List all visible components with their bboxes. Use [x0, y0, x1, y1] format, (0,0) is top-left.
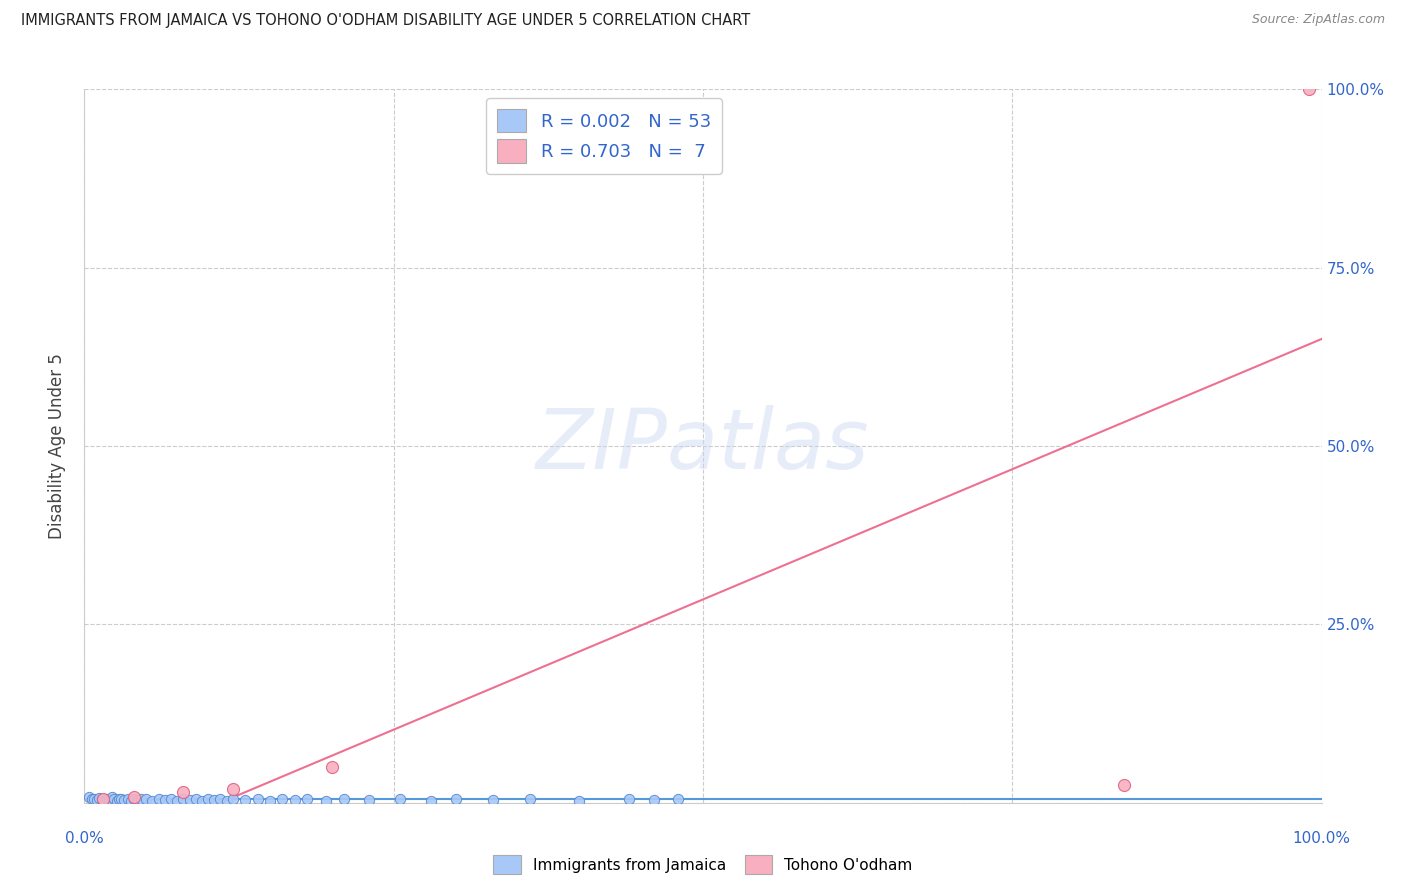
Point — [643, 793, 665, 807]
Point — [105, 794, 128, 808]
Point — [666, 791, 689, 805]
Point — [209, 791, 232, 805]
Point — [80, 792, 103, 806]
Point — [122, 792, 145, 806]
Point — [96, 791, 118, 805]
Point — [122, 790, 145, 805]
Point — [129, 791, 152, 805]
Point — [91, 792, 114, 806]
Text: ZIPatlas: ZIPatlas — [536, 406, 870, 486]
Point — [419, 794, 441, 808]
Point — [315, 794, 337, 808]
Point — [246, 791, 269, 805]
Point — [110, 792, 132, 806]
Point — [215, 794, 238, 808]
Point — [321, 760, 343, 774]
Point — [233, 793, 256, 807]
Text: 100.0%: 100.0% — [1292, 831, 1351, 847]
Point — [259, 794, 281, 808]
Legend: Immigrants from Jamaica, Tohono O'odham: Immigrants from Jamaica, Tohono O'odham — [488, 849, 918, 880]
Point — [100, 790, 122, 805]
Point — [284, 793, 307, 807]
Point — [89, 790, 111, 805]
Point — [127, 793, 149, 807]
Point — [357, 793, 380, 807]
Point — [388, 791, 411, 805]
Point — [202, 793, 225, 807]
Point — [172, 792, 194, 806]
Point — [222, 781, 245, 796]
Point — [295, 791, 318, 805]
Point — [271, 792, 294, 806]
Point — [444, 792, 467, 806]
Point — [191, 794, 214, 808]
Legend: R = 0.002   N = 53, R = 0.703   N =  7: R = 0.002 N = 53, R = 0.703 N = 7 — [486, 98, 721, 174]
Point — [117, 791, 139, 805]
Point — [172, 785, 194, 799]
Point — [79, 790, 101, 805]
Point — [222, 792, 245, 806]
Y-axis label: Disability Age Under 5: Disability Age Under 5 — [48, 353, 66, 539]
Point — [83, 791, 105, 805]
Text: Source: ZipAtlas.com: Source: ZipAtlas.com — [1251, 13, 1385, 27]
Point — [197, 792, 219, 806]
Point — [103, 792, 125, 806]
Point — [153, 793, 176, 807]
Point — [135, 792, 157, 806]
Text: 0.0%: 0.0% — [65, 831, 104, 847]
Point — [108, 791, 131, 805]
Point — [481, 793, 503, 807]
Point — [617, 792, 640, 806]
Point — [112, 793, 135, 807]
Text: IMMIGRANTS FROM JAMAICA VS TOHONO O'ODHAM DISABILITY AGE UNDER 5 CORRELATION CHA: IMMIGRANTS FROM JAMAICA VS TOHONO O'ODHA… — [21, 13, 751, 29]
Point — [86, 793, 108, 807]
Point — [166, 794, 188, 808]
Point — [519, 791, 541, 805]
Point — [141, 794, 163, 808]
Point — [90, 792, 112, 806]
Point — [184, 791, 207, 805]
Point — [179, 793, 201, 807]
Point — [93, 794, 115, 808]
Point — [120, 794, 142, 808]
Point — [160, 791, 183, 805]
Point — [1112, 778, 1135, 792]
Point — [1298, 82, 1320, 96]
Point — [333, 792, 356, 806]
Point — [568, 794, 591, 808]
Point — [98, 793, 121, 807]
Point — [148, 792, 170, 806]
